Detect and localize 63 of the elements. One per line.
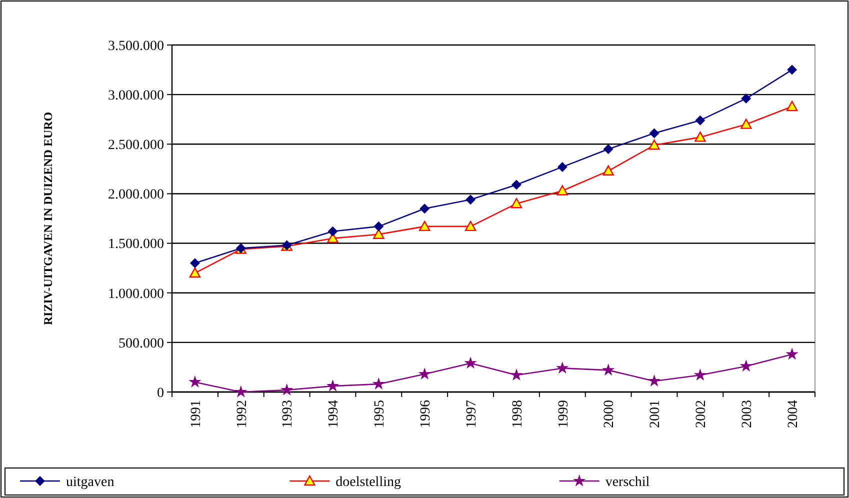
legend-label: verschil	[605, 474, 650, 490]
point	[418, 367, 431, 380]
point	[510, 198, 522, 208]
x-tick-label: 2003	[740, 400, 756, 428]
point	[326, 379, 340, 392]
point	[786, 100, 798, 112]
point	[557, 162, 568, 172]
point	[510, 368, 523, 381]
point	[464, 220, 476, 232]
y-tick-label: 1.000.000	[108, 286, 164, 302]
legend-label: uitgaven	[66, 474, 114, 490]
x-tick-label: 2002	[694, 400, 710, 428]
y-tick-label: 3.500.000	[108, 38, 164, 54]
point	[740, 118, 752, 129]
x-tick-label: 1994	[326, 400, 342, 428]
y-tick-label: 500.000	[118, 336, 164, 352]
point	[280, 383, 294, 396]
x-tick-label: 1995	[372, 400, 388, 428]
point	[556, 185, 568, 196]
point	[694, 368, 707, 381]
point	[649, 128, 660, 138]
x-tick-label: 2004	[786, 400, 801, 428]
point	[328, 226, 338, 236]
point	[372, 377, 386, 390]
point	[234, 385, 248, 398]
point	[190, 258, 200, 268]
point	[189, 267, 201, 278]
point	[694, 132, 706, 142]
y-axis-title: RIZIV-UITGAVEN IN DUIZEND EURO	[41, 112, 55, 326]
point	[741, 94, 752, 104]
point	[420, 204, 430, 214]
point	[695, 115, 706, 126]
point	[374, 221, 384, 232]
y-tick-label: 0	[157, 386, 164, 401]
point	[466, 194, 476, 205]
x-tick-label: 1992	[234, 400, 250, 428]
y-tick-label: 2.500.000	[108, 138, 164, 154]
x-tick-label: 1996	[418, 400, 434, 428]
x-tick-label: 1999	[556, 400, 572, 428]
point	[648, 374, 661, 386]
y-tick-label: 1.500.000	[108, 237, 164, 252]
point	[602, 165, 614, 176]
legend-label: doelstelling	[336, 474, 401, 490]
x-tick-label: 1993	[280, 400, 296, 428]
point	[419, 220, 430, 232]
point	[511, 180, 522, 190]
point	[373, 228, 384, 239]
point	[464, 356, 477, 369]
y-tick-label: 3.000.000	[108, 88, 164, 104]
point	[602, 364, 615, 376]
point	[787, 64, 798, 75]
point	[786, 348, 798, 360]
point	[603, 144, 614, 154]
x-tick-label: 2000	[602, 400, 618, 428]
point	[740, 360, 752, 372]
point	[648, 140, 660, 150]
point	[188, 375, 202, 388]
x-tick-label: 2001	[648, 400, 664, 428]
x-tick-label: 1998	[510, 400, 526, 428]
y-tick-label: 2.000.000	[108, 188, 164, 203]
x-tick-label: 1997	[464, 400, 480, 428]
point	[556, 362, 569, 374]
x-tick-label: 1991	[188, 400, 204, 428]
